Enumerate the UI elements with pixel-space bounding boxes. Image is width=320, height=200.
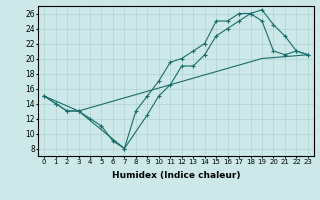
X-axis label: Humidex (Indice chaleur): Humidex (Indice chaleur) xyxy=(112,171,240,180)
